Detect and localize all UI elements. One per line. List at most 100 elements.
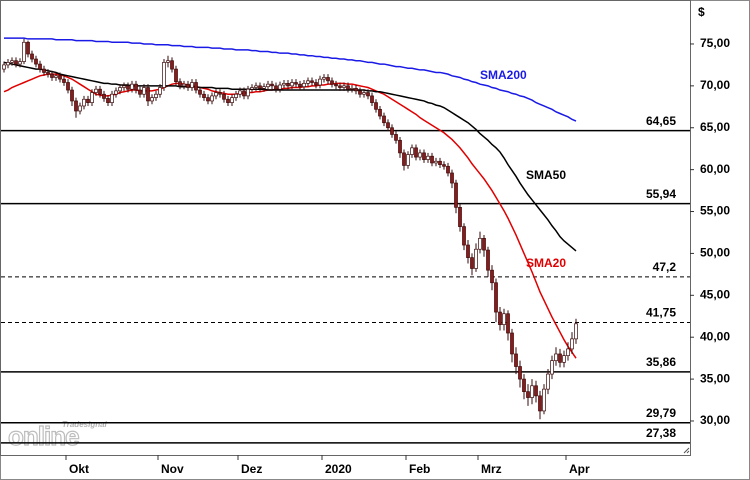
candle-body: [486, 249, 490, 271]
candle-body: [342, 85, 346, 88]
y-unit: $: [698, 5, 705, 19]
candle-body: [378, 108, 382, 117]
candle-body: [462, 226, 466, 246]
candle-body: [134, 83, 138, 91]
candle-body: [466, 244, 470, 258]
candle-body: [318, 78, 322, 86]
candle-body: [198, 89, 202, 95]
candle-body: [442, 164, 446, 167]
candle-body: [54, 75, 58, 78]
candle-body: [274, 85, 278, 90]
candle-body: [130, 83, 134, 90]
candle-body: [94, 88, 98, 93]
candle-body: [326, 77, 330, 82]
candle-body: [390, 127, 394, 135]
y-tick-label: 55,00: [700, 204, 730, 218]
candle-body: [562, 355, 566, 363]
sma-line: [4, 37, 577, 122]
candle-body: [158, 87, 162, 95]
candle-body: [426, 155, 430, 160]
candle-body: [106, 98, 110, 103]
candle-body: [62, 78, 66, 83]
candle-body: [410, 147, 414, 155]
candle-body: [294, 82, 298, 85]
y-tick-label: 60,00: [700, 162, 730, 176]
candle-body: [482, 237, 486, 251]
level-label: 55,94: [646, 187, 676, 201]
series-label: SMA200: [480, 68, 527, 82]
candle-body: [450, 172, 454, 184]
candle-body: [42, 68, 46, 73]
candle-body: [86, 98, 90, 103]
candle-body: [550, 360, 554, 375]
candle-body: [518, 366, 522, 380]
candle-body: [290, 82, 294, 87]
candle-body: [150, 97, 154, 102]
candle-body: [358, 90, 362, 95]
candle-body: [102, 93, 106, 99]
candle-body: [266, 83, 270, 88]
y-tick-label: 30,00: [700, 413, 730, 427]
series-label: SMA50: [526, 168, 566, 182]
candle-body: [514, 353, 518, 367]
candle-body: [250, 87, 254, 90]
candle-body: [354, 88, 358, 92]
candle-body: [530, 385, 534, 398]
candle-body: [302, 82, 306, 88]
candle-body: [190, 82, 194, 88]
candle-body: [406, 154, 410, 166]
candle-body: [298, 83, 302, 88]
level-label: 47,2: [653, 260, 677, 274]
candle-body: [70, 89, 74, 102]
candle-body: [90, 92, 94, 103]
candle-body: [58, 75, 62, 80]
candle-body: [122, 85, 126, 88]
candle-body: [230, 97, 234, 103]
candle-body: [66, 82, 70, 91]
candle-body: [458, 206, 462, 227]
candle-body: [574, 323, 578, 340]
plot-frame: [0, 0, 691, 456]
y-tick-label: 50,00: [700, 246, 730, 260]
candle-body: [446, 165, 450, 174]
candle-body: [206, 97, 210, 102]
candle-body: [374, 102, 378, 110]
candle-body: [2, 64, 6, 70]
candle-body: [234, 93, 238, 98]
x-tick-label: Mrz: [481, 462, 502, 476]
candle-body: [538, 395, 542, 412]
y-tick-label: 65,00: [700, 120, 730, 134]
candle-body: [334, 83, 338, 87]
candle-body: [382, 115, 386, 124]
candle-body: [142, 87, 146, 95]
candle-body: [282, 82, 286, 86]
candle-body: [366, 92, 370, 97]
candle-body: [110, 93, 114, 103]
candle-body: [78, 105, 82, 112]
candle-body: [454, 182, 458, 208]
candle-body: [554, 353, 558, 362]
candle-body: [126, 85, 130, 90]
candle-body: [82, 98, 86, 107]
candle-body: [494, 282, 498, 313]
candle-body: [74, 100, 78, 112]
candle-body: [510, 332, 514, 355]
resize-icon: [683, 447, 690, 454]
candle-body: [526, 391, 530, 398]
candle-body: [18, 61, 22, 65]
candle-body: [246, 88, 250, 97]
candle-body: [306, 80, 310, 84]
candle-body: [566, 348, 570, 356]
candle-body: [174, 68, 178, 83]
candle-body: [138, 89, 142, 95]
candle-body: [398, 139, 402, 154]
candle-body: [98, 88, 102, 95]
candle-body: [238, 90, 242, 95]
candle-body: [502, 313, 506, 325]
candle-body: [258, 85, 262, 89]
candle-body: [570, 338, 574, 350]
level-label: 35,86: [646, 355, 676, 369]
candle-body: [154, 93, 158, 98]
